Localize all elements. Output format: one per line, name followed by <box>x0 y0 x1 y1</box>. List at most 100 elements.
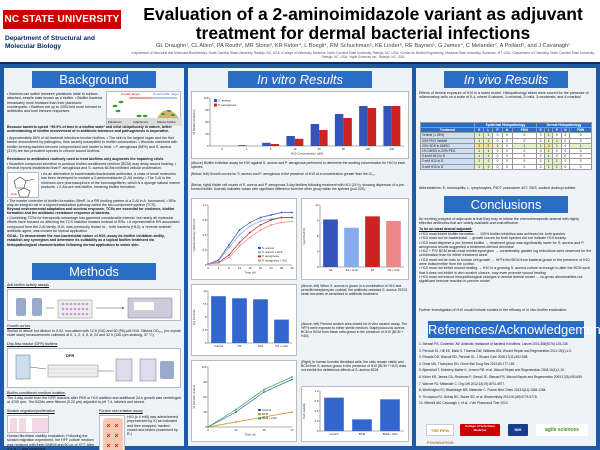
chart-bar <box>359 106 368 146</box>
table-cell: 0 <box>560 163 571 170</box>
y-tick-label: 0 <box>205 341 207 345</box>
legend-swatch <box>258 417 261 420</box>
y-tick-label: 10 <box>203 289 207 293</box>
x-tick-label: 72 <box>290 428 294 432</box>
y-tick-label: 0.9 <box>315 399 319 403</box>
conclusion-item: • H10 + PS/ BCM strain must exhibit syne… <box>419 249 592 258</box>
table-subheader-row: Treatment E L P N PMN E L P N PMN <box>419 127 592 134</box>
data-point <box>270 214 272 216</box>
data-point <box>207 426 209 428</box>
chart-bar <box>365 216 380 267</box>
chart-svg: 0 2.5 5 7.5 10 log CFU/mL Control PS H10 PS + H10 <box>192 289 292 348</box>
table-body: Vehicle (1.25%) 1 1 0 0 0 0 1 0 0 0 20% PEG Vehicle… <box>419 132 592 170</box>
x-tick-label: 12 <box>238 266 242 270</box>
series-line <box>207 411 293 428</box>
table-cell: 0 <box>535 163 546 170</box>
x-tick-label: 32 <box>290 266 294 270</box>
table-row: 20% PEG Vehicle 1 1 0 0 0 0 1 1 0 0 <box>419 137 592 144</box>
chart-bar <box>262 142 271 146</box>
scratch-closure-chart: 0 30 60 90 120% Scratch closed Time (h) 0 24 48 7… <box>191 360 297 442</box>
y-tick-label: 30 <box>203 410 207 414</box>
chart-bar <box>380 399 400 431</box>
y-tick-label: 1.2 <box>315 389 319 393</box>
background-bullets: • Approximately 80% of all bacterial inf… <box>7 136 178 153</box>
table-cell: 1 <box>474 163 485 170</box>
legend-swatch <box>214 103 217 107</box>
column-middle: In vitro Results 0 30 60 90 120% Biofilm Inh… <box>188 68 412 446</box>
data-point <box>238 229 241 231</box>
legend-label: Control <box>262 408 271 412</box>
table-cell: 1 <box>552 163 562 170</box>
growth-curve-chart: 0 0.3 0.6 0.9 1.2 Optical Density (600 nm) Tim… <box>191 198 297 280</box>
pew-foundation-logo: THE PEW FOUNDATION <box>426 424 454 445</box>
scratch-assay-figure <box>7 415 49 433</box>
tcs-statement: Beyond environmental adaptation and surv… <box>7 207 175 216</box>
data-point <box>217 262 220 264</box>
chart-bar <box>270 144 280 146</box>
department-name: Department of Structural and Molecular B… <box>5 35 95 50</box>
reference-item: 8. Worthington RJ, Blackledge MS, Meland… <box>419 388 547 393</box>
y-tick-label: 120 <box>204 96 209 100</box>
porcine-label: Porcine skin irritation assay <box>99 409 143 413</box>
vet-college-logo: College of Veterinary Medicine <box>460 424 500 436</box>
x-tick-label: 200 <box>390 147 395 151</box>
data-point <box>291 376 293 378</box>
y-tick-label: 12 <box>315 203 319 207</box>
x-tick-label: 0 <box>207 266 209 270</box>
x-tick-label: BCM <box>359 432 366 436</box>
antibiofilm-assay-figure <box>7 289 181 321</box>
porcine-text: H10 (≤ 4 mM) was administered (represent… <box>127 415 178 437</box>
y-axis-label: % Scratch closed <box>192 385 196 409</box>
chart-bar <box>386 221 401 267</box>
x-tick-label: 10 <box>293 147 297 151</box>
chart-svg: 0 3 6 9 12 log CFU/cm² SA SA + H10 PA PA + H10 <box>302 203 404 272</box>
fibroblast-viability-text: Human fibroblast viability evaluation: F… <box>7 434 95 450</box>
caption-synergy: (Above, left) When S. aureus is grown in… <box>301 284 408 297</box>
chart-bar <box>324 397 344 431</box>
legend-label: BCM <box>262 412 269 416</box>
x-tick-label: 5 <box>270 147 272 151</box>
x-tick-label: 50 <box>342 147 346 151</box>
dfr-label: Drip-flow reactor (DFR) biofilms <box>7 342 58 346</box>
references-list: 1. Stewart PS, Costerton JW. Antibiotic … <box>419 341 593 409</box>
chart-bar <box>211 296 226 343</box>
references-section-title: References/Acknowledgements <box>428 321 600 338</box>
bcm-bullets: • Bioactive compound secretion to produc… <box>7 162 177 171</box>
y-tick-label: 0 <box>205 263 207 267</box>
header-divider <box>0 62 600 64</box>
chart-bar <box>383 106 392 146</box>
legend-swatch <box>258 409 261 411</box>
legend-swatch <box>258 247 261 249</box>
data-point <box>263 388 265 391</box>
legend-swatch <box>258 251 261 254</box>
conclusions-heading: To be an ideal dermal adjuvant: <box>419 227 473 231</box>
table-cell: 1 <box>544 163 554 170</box>
x-tick-label: 25 <box>318 147 322 151</box>
legend-label: P. aeruginosa <box>218 103 236 107</box>
series-line <box>207 376 293 428</box>
affiliations: ¹Department of Structural and Molecular … <box>131 51 595 59</box>
in-vitro-section-title: In vitro Results <box>228 71 372 88</box>
data-point <box>238 245 241 247</box>
conclusion-item: • H10 must disperse a pre-formed biofilm… <box>419 240 585 249</box>
y-tick-label: 60 <box>203 395 207 399</box>
table-cell: 0 <box>569 163 592 170</box>
data-point <box>228 246 230 249</box>
background-bold-statement: Because bacteria spend ~99.9% of time in… <box>7 125 172 134</box>
y-tick-label: 90 <box>203 380 207 384</box>
chart-svg: 0 0.3 0.6 0.9 1.2 Cell viability Control BCM BCM… <box>302 389 404 436</box>
chart-svg: 0 30 60 90 120 % Biofilm Inhibition H10 Concen… <box>192 96 404 156</box>
x-tick-label: SA + H10 <box>346 268 358 272</box>
poster-title: Evaluation of a 2-aminoimidazole variant… <box>143 4 583 43</box>
synergy-chart: 0 2.5 5 7.5 10 log CFU/mL Control PS H10 PS + H10 <box>191 284 297 356</box>
porcine-skin-figure <box>99 415 125 450</box>
y-tick-label: 0 <box>205 425 207 429</box>
x-tick-label: BCM + H10 <box>383 432 398 436</box>
x-tick-label: SA <box>329 268 333 272</box>
x-axis-label: Time (h) <box>244 433 255 437</box>
y-axis-label: log CFU/cm² <box>302 228 306 245</box>
legend-swatch <box>258 259 261 262</box>
y-tick-label: 3 <box>317 250 319 254</box>
data-point <box>259 229 262 231</box>
